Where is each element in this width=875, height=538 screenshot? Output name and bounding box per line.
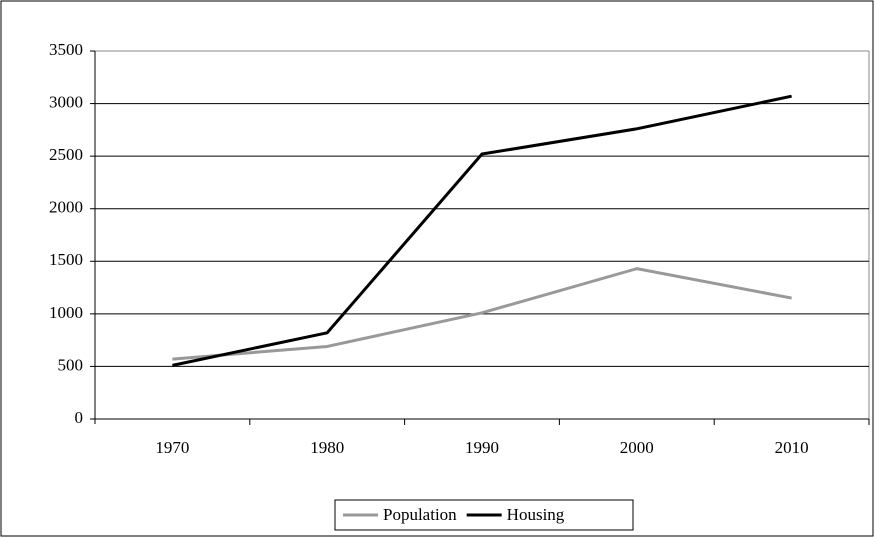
y-tick-label: 3000 bbox=[49, 92, 83, 111]
line-series bbox=[172, 94, 792, 367]
legend-label: Housing bbox=[507, 505, 565, 524]
x-tick-label: 2000 bbox=[620, 438, 654, 457]
x-tick-label: 2010 bbox=[775, 438, 809, 457]
y-tick-label: 2000 bbox=[49, 198, 83, 217]
line-series bbox=[172, 267, 792, 361]
x-tick-label: 1970 bbox=[155, 438, 189, 457]
y-tick-label: 500 bbox=[58, 355, 84, 374]
legend-label: Population bbox=[383, 505, 457, 524]
y-tick-label: 0 bbox=[75, 408, 84, 427]
y-tick-label: 2500 bbox=[49, 145, 83, 164]
x-tick-label: 1990 bbox=[465, 438, 499, 457]
x-tick-label: 1980 bbox=[310, 438, 344, 457]
y-tick-label: 3500 bbox=[49, 40, 83, 59]
y-tick-label: 1000 bbox=[49, 303, 83, 322]
y-tick-label: 1500 bbox=[49, 250, 83, 269]
